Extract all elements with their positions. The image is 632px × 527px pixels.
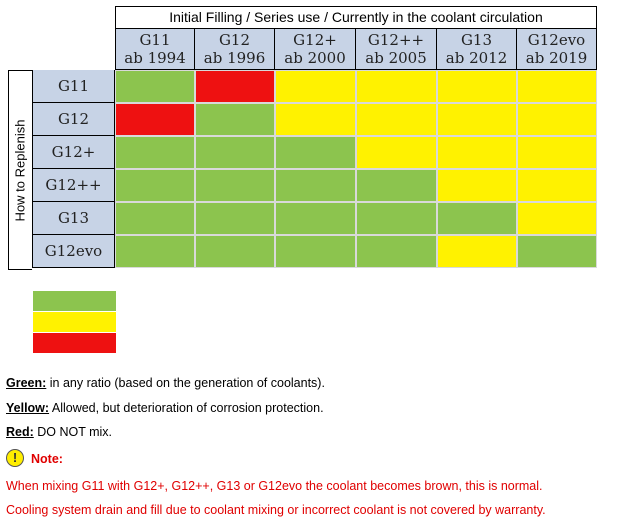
row-header: G13 — [32, 202, 115, 235]
legend-yellow-label: Yellow: — [6, 401, 50, 415]
column-year: ab 1996 — [203, 49, 266, 67]
grid-cell-green — [275, 202, 356, 235]
column-year: ab 2012 — [445, 49, 508, 67]
column-year: ab 2005 — [365, 49, 427, 67]
legend-red-label: Red: — [6, 425, 34, 439]
grid-cell-green — [356, 202, 437, 235]
grid-cell-yellow — [437, 235, 517, 268]
grid-cell-yellow — [437, 103, 517, 136]
column-name: G12evo — [527, 31, 586, 49]
column-header: G12evo ab 2019 — [517, 28, 597, 70]
note-line-1: When mixing G11 with G12+, G12++, G13 or… — [6, 479, 543, 493]
grid-cell-green — [195, 103, 275, 136]
grid-cell-green — [115, 70, 195, 103]
column-header: G12++ ab 2005 — [356, 28, 437, 70]
grid-cell-red — [195, 70, 275, 103]
grid-cell-green — [517, 235, 597, 268]
grid-cell-green — [195, 235, 275, 268]
grid-cell-green — [356, 235, 437, 268]
column-year: ab 1994 — [124, 49, 186, 67]
column-name: G12++ — [367, 31, 425, 49]
column-name: G13 — [460, 31, 493, 49]
grid-cell-green — [275, 136, 356, 169]
grid-cell-green — [115, 235, 195, 268]
row-header: G12++ — [32, 169, 115, 202]
grid-cell-yellow — [356, 136, 437, 169]
grid-cell-yellow — [517, 103, 597, 136]
grid-cell-green — [115, 202, 195, 235]
column-header: G13 ab 2012 — [437, 28, 517, 70]
grid-cell-yellow — [517, 202, 597, 235]
row-axis-label: How to Replenish — [12, 119, 28, 221]
grid-cell-yellow — [517, 70, 597, 103]
grid-cell-green — [115, 169, 195, 202]
grid-cell-yellow — [517, 136, 597, 169]
grid-cell-green — [195, 169, 275, 202]
grid-cell-green — [437, 202, 517, 235]
grid-cell-yellow — [356, 70, 437, 103]
legend-yellow: Yellow: Allowed, but deterioration of co… — [6, 401, 324, 415]
legend-green: Green: in any ratio (based on the genera… — [6, 376, 325, 390]
row-axis-frame — [8, 70, 32, 270]
grid-cell-yellow — [437, 136, 517, 169]
row-header: G12+ — [32, 136, 115, 169]
row-header: G12evo — [32, 235, 115, 268]
grid-cell-yellow — [517, 169, 597, 202]
note-title: Note: — [31, 452, 63, 466]
grid-cell-yellow — [356, 103, 437, 136]
exclamation-icon: ! — [6, 449, 24, 467]
column-year: ab 2000 — [284, 49, 346, 67]
grid-cell-yellow — [437, 169, 517, 202]
grid-cell-green — [115, 136, 195, 169]
grid-cell-yellow — [275, 103, 356, 136]
column-name: G12+ — [293, 31, 337, 49]
grid-cell-yellow — [275, 70, 356, 103]
column-header: G12 ab 1996 — [195, 28, 275, 70]
grid-cell-green — [275, 169, 356, 202]
column-header: G12+ ab 2000 — [275, 28, 356, 70]
legend-swatch-green — [33, 291, 116, 311]
column-name: G12 — [218, 31, 251, 49]
note-line-2: Cooling system drain and fill due to coo… — [6, 503, 546, 517]
grid-cell-green — [195, 202, 275, 235]
grid-cell-yellow — [437, 70, 517, 103]
column-header: G11 ab 1994 — [115, 28, 195, 70]
legend-swatch-red — [33, 333, 116, 353]
column-name: G11 — [139, 31, 171, 49]
grid-cell-red — [115, 103, 195, 136]
row-header: G12 — [32, 103, 115, 136]
legend-red: Red: DO NOT mix. — [6, 425, 113, 439]
column-year: ab 2019 — [525, 49, 588, 67]
row-header: G11 — [32, 70, 115, 103]
grid-cell-green — [275, 235, 356, 268]
legend-swatch-yellow — [33, 312, 116, 332]
legend-green-label: Green: — [6, 376, 47, 390]
grid-cell-green — [195, 136, 275, 169]
table-title: Initial Filling / Series use / Currently… — [115, 6, 597, 28]
grid-cell-green — [356, 169, 437, 202]
